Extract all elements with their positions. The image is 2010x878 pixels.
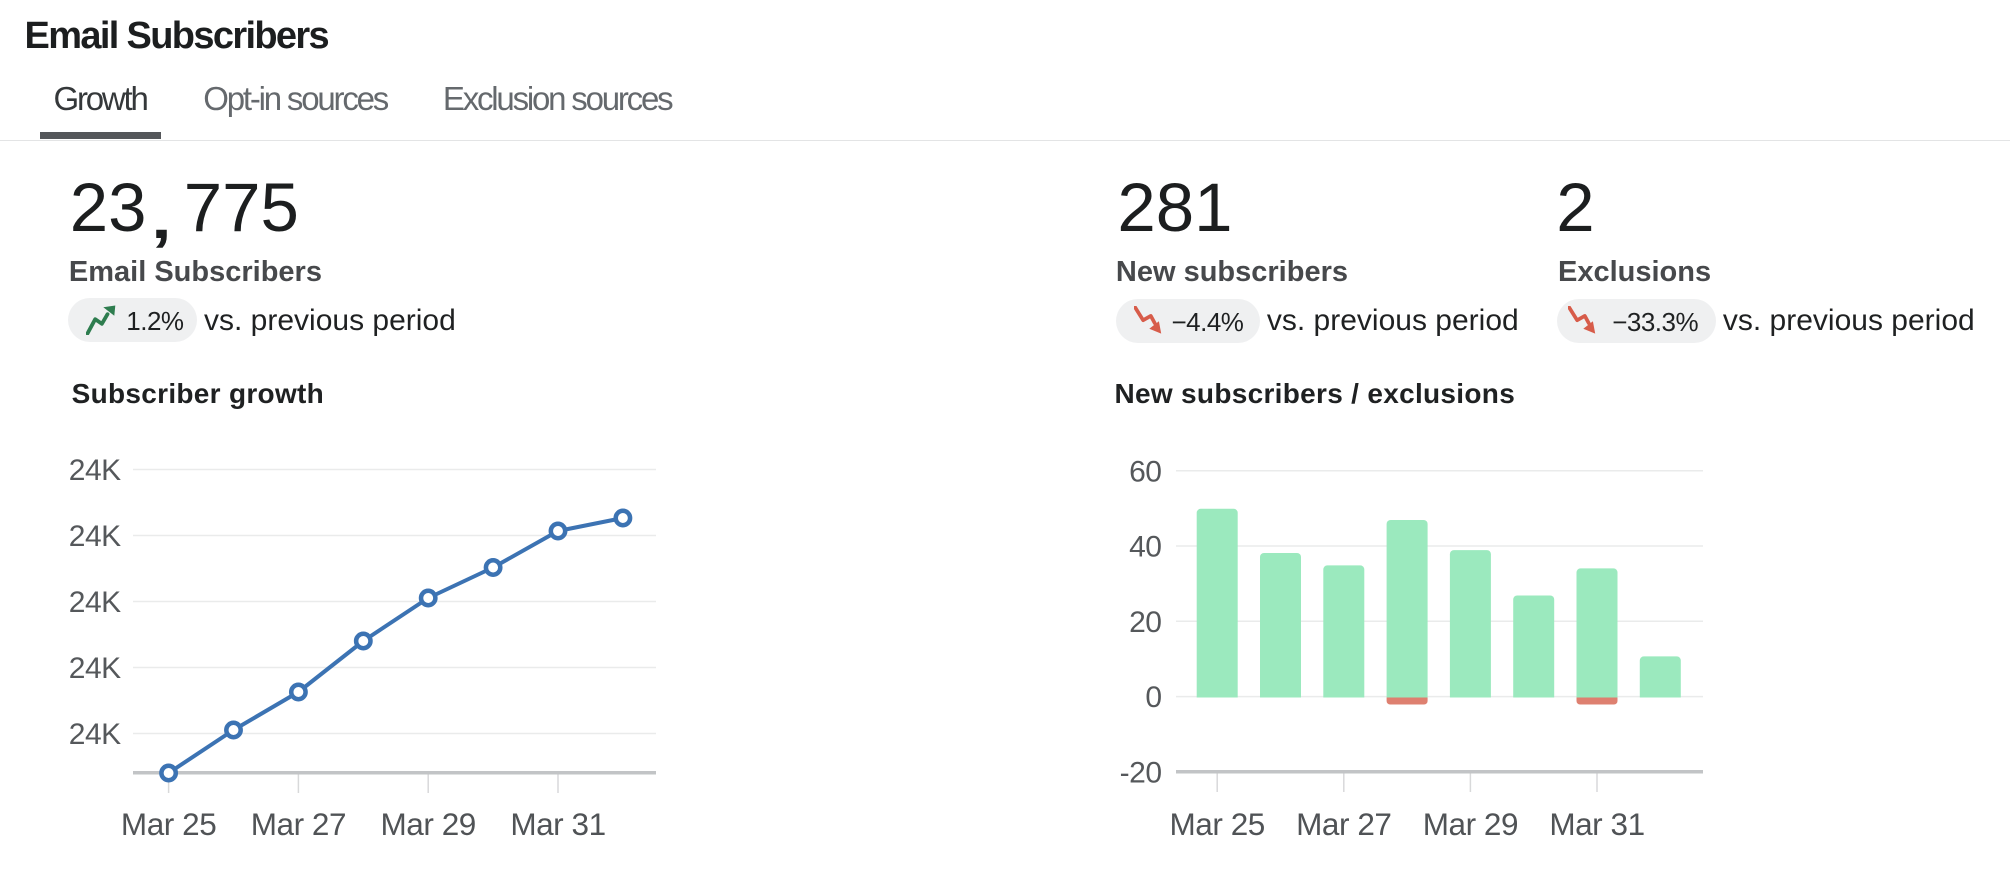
svg-text:20: 20 [1129, 606, 1161, 639]
svg-text:Mar 27: Mar 27 [251, 806, 346, 842]
svg-text:60: 60 [1129, 455, 1161, 488]
svg-text:0: 0 [1145, 681, 1161, 714]
svg-text:40: 40 [1129, 531, 1161, 564]
svg-text:24K: 24K [69, 586, 121, 619]
svg-text:Mar 25: Mar 25 [1170, 806, 1265, 842]
svg-text:24K: 24K [69, 454, 121, 487]
svg-text:24K: 24K [69, 520, 121, 553]
svg-text:Mar 25: Mar 25 [121, 806, 216, 842]
svg-text:Mar 31: Mar 31 [1549, 806, 1644, 842]
svg-text:Mar 27: Mar 27 [1296, 806, 1391, 842]
svg-text:Mar 31: Mar 31 [510, 806, 605, 842]
svg-text:24K: 24K [69, 652, 121, 685]
svg-text:24K: 24K [69, 718, 121, 751]
svg-text:-20: -20 [1120, 756, 1162, 789]
svg-text:Mar 29: Mar 29 [381, 806, 476, 842]
svg-text:Mar 29: Mar 29 [1423, 806, 1518, 842]
